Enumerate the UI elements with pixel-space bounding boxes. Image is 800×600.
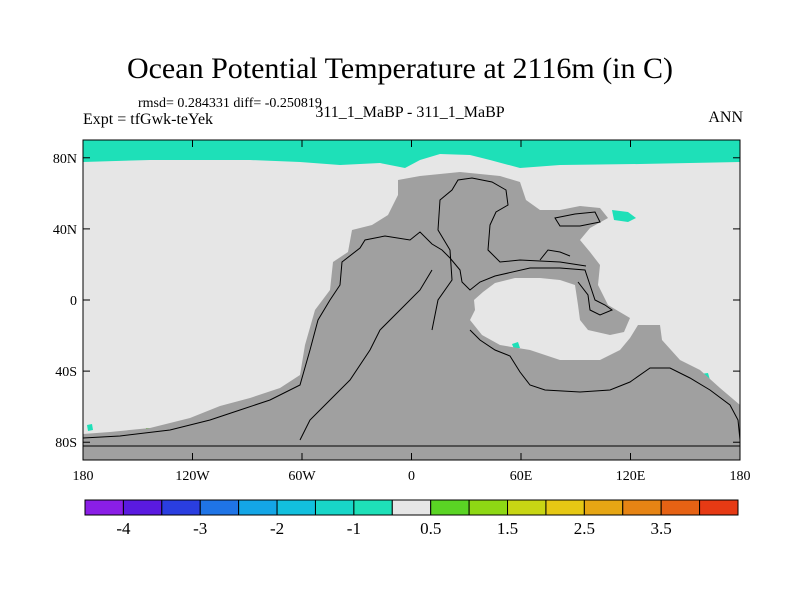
colorbar-swatch [84,499,124,516]
colorbar-swatch [314,499,355,516]
colorbar-labels: -4 -3 -2 -1 0.5 1.5 2.5 3.5 [116,519,671,538]
contour-line [82,231,614,439]
colorbar-label: -4 [116,519,131,538]
chart-title: Ocean Potential Temperature at 2116m (in… [126,52,674,85]
colorbar-swatch [430,499,470,516]
x-tick-label: 180 [73,469,94,484]
contour-line [299,269,433,441]
x-tick-label: 120E [616,469,646,484]
colorbar-swatch [622,499,662,516]
colorbar-swatch [660,499,701,516]
x-tick-label: 0 [408,469,415,484]
colorbar-swatch [238,499,278,516]
stats-text: rmsd= 0.284331 diff= -0.250819 [138,96,322,111]
contour-line [554,211,601,227]
colorbar-swatch [122,499,163,516]
y-tick-label: 0 [70,294,77,309]
x-axis-tick-labels: 180 120W 60W 0 60E 120E 180 [73,469,751,484]
x-tick-label: 120W [175,469,210,484]
y-axis-tick-labels: 80N 40N 0 40S 80S [53,152,77,451]
y-tick-label: 80N [53,152,77,167]
colorbar-swatch [161,499,201,516]
x-tick-label: 60W [288,469,316,484]
colorbar-swatch [583,499,624,516]
x-tick-label: 180 [730,469,751,484]
colorbar-swatch [391,499,432,516]
colorbar-swatch [699,499,739,516]
colorbar-swatch [468,499,509,516]
contour-line [539,249,571,261]
colorbar-label: -3 [193,519,207,538]
y-tick-label: 80S [55,436,77,451]
colorbar-swatch [276,499,316,516]
coastline-contours [82,177,741,447]
contour-line [469,329,741,441]
season-label: ANN [708,109,743,126]
anomaly-patch-cyan [512,342,520,349]
colorbar [84,499,739,516]
colorbar-swatch [545,499,585,516]
colorbar-label: 2.5 [574,519,595,538]
anomaly-patch-cyan [612,210,636,222]
axis-ticks [82,140,741,460]
case-label: 311_1_MaBP - 311_1_MaBP [315,104,505,121]
land-mass [83,172,740,460]
experiment-label: Expt = tfGwk-teYek [83,111,214,128]
colorbar-swatch [199,499,240,516]
x-tick-label: 60E [510,469,533,484]
arctic-anomaly-region [83,140,740,168]
y-tick-label: 40N [53,223,77,238]
colorbar-label: -2 [270,519,284,538]
colorbar-label: -1 [347,519,361,538]
contour-line [431,177,587,331]
anomaly-patch-cyan [87,424,93,431]
colorbar-swatch [353,499,393,516]
colorbar-label: 0.5 [420,519,441,538]
colorbar-swatch [507,499,547,516]
colorbar-label: 3.5 [651,519,672,538]
y-tick-label: 40S [55,365,77,380]
colorbar-label: 1.5 [497,519,518,538]
